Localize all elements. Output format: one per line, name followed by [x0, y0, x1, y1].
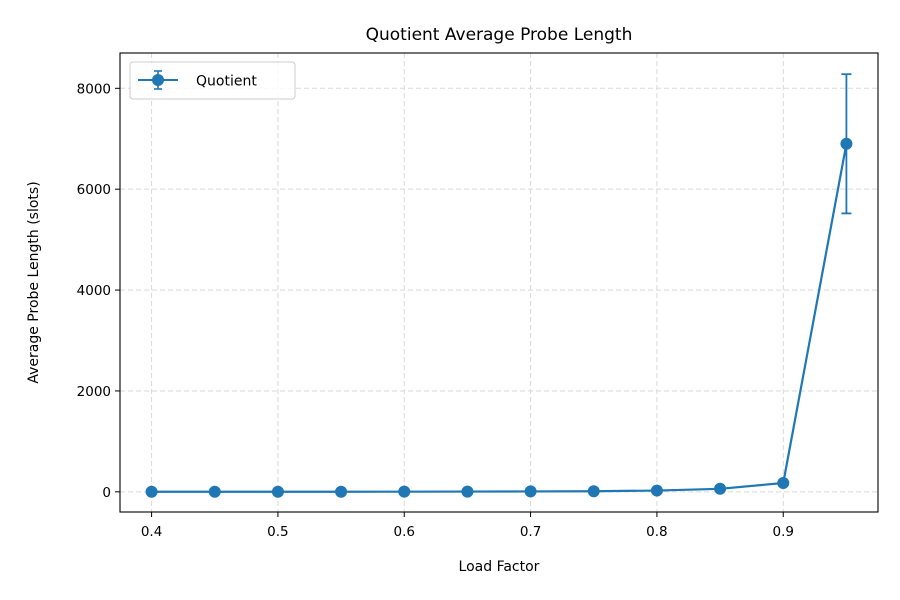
- plot-area-frame: [119, 52, 879, 513]
- data-point: [145, 485, 158, 498]
- series-line: [151, 143, 848, 493]
- data-point: [777, 476, 790, 489]
- x-tick-label: 0.5: [267, 524, 288, 540]
- x-tick-label: 0.6: [394, 524, 415, 540]
- x-tick-label: 0.8: [646, 524, 667, 540]
- y-tick-label: 4000: [77, 283, 111, 299]
- x-axis-label: Load Factor: [459, 559, 540, 575]
- data-point: [208, 485, 221, 498]
- series-layer: [145, 73, 853, 498]
- y-tick-label: 6000: [77, 182, 111, 198]
- x-tick-label: 0.4: [141, 524, 162, 540]
- y-tick-label: 0: [102, 485, 111, 501]
- data-point: [335, 485, 348, 498]
- y-tick-label: 8000: [77, 81, 111, 97]
- grid-lines: [120, 53, 878, 512]
- data-point: [714, 482, 727, 495]
- data-point: [524, 485, 537, 498]
- data-point: [398, 485, 411, 498]
- chart-title: Quotient Average Probe Length: [366, 25, 633, 45]
- legend-marker: [152, 74, 164, 86]
- x-tick-label: 0.9: [773, 524, 794, 540]
- legend: Quotient: [129, 61, 296, 100]
- y-axis-ticks: 0 2000 4000 6000 8000: [77, 81, 120, 501]
- x-tick-label: 0.7: [520, 524, 541, 540]
- data-point: [587, 485, 600, 498]
- legend-frame: [129, 61, 296, 100]
- y-tick-label: 2000: [77, 384, 111, 400]
- x-axis-ticks: 0.4 0.5 0.6 0.7 0.8 0.9: [141, 512, 794, 540]
- y-axis-label: Average Probe Length (slots): [26, 181, 42, 383]
- data-point: [840, 137, 853, 150]
- data-point: [271, 485, 284, 498]
- data-point: [461, 485, 474, 498]
- legend-label: Quotient: [196, 74, 257, 90]
- data-point: [650, 484, 663, 497]
